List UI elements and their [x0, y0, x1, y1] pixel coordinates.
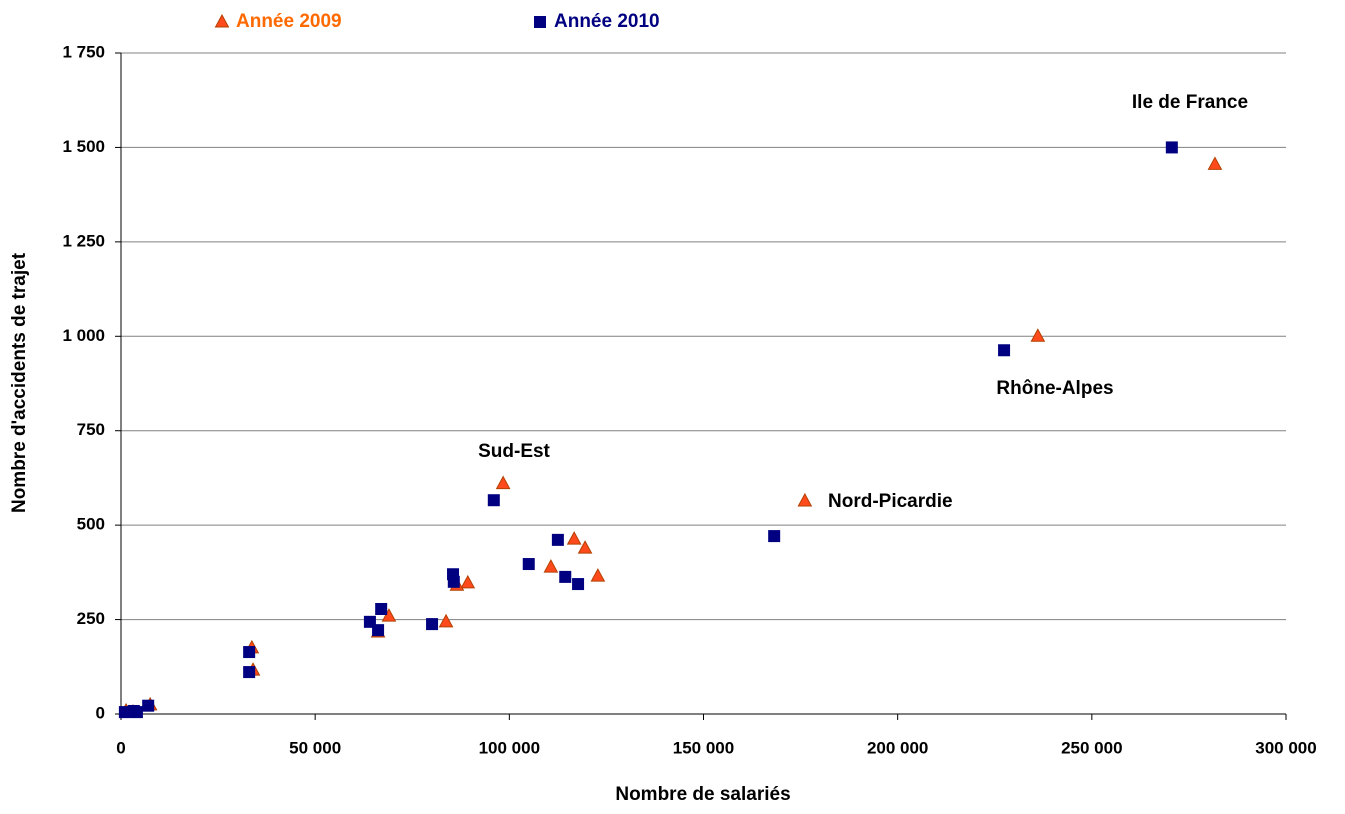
- square-marker: [572, 578, 585, 591]
- y-tick-label: 1 750: [62, 42, 105, 61]
- triangle-marker: [566, 531, 582, 545]
- y-tick-label: 750: [77, 420, 105, 439]
- square-marker: [1165, 141, 1178, 154]
- square-marker: [243, 666, 256, 679]
- square-marker: [243, 646, 256, 659]
- triangle-marker: [797, 492, 813, 507]
- triangle-marker: [590, 568, 606, 582]
- triangle-marker: [543, 559, 559, 573]
- triangle-marker: [577, 540, 593, 554]
- x-tick-label: 200 000: [867, 738, 928, 757]
- x-tick-label: 50 000: [289, 738, 341, 757]
- x-tick-label: 0: [116, 738, 125, 757]
- square-marker: [118, 706, 131, 719]
- square-marker: [426, 618, 439, 631]
- square-marker: [130, 706, 143, 719]
- y-axis-title: Nombre d'accidents de trajet: [9, 252, 30, 513]
- triangle-marker: [381, 608, 397, 622]
- legend-marker: [214, 13, 230, 28]
- x-tick-label: 100 000: [479, 738, 540, 757]
- square-marker: [998, 344, 1011, 357]
- legend-marker: [534, 16, 546, 28]
- y-tick-label: 250: [77, 609, 105, 628]
- x-tick-label: 150 000: [673, 738, 734, 757]
- square-marker: [372, 624, 385, 637]
- y-tick-label: 500: [77, 515, 105, 534]
- y-tick-label: 1 000: [62, 326, 105, 345]
- square-marker: [142, 699, 155, 712]
- y-tick-label: 1 250: [62, 231, 105, 250]
- square-marker: [487, 494, 500, 507]
- square-marker: [522, 558, 535, 571]
- x-axis-title: Nombre de salariés: [615, 784, 790, 805]
- annotation: Sud-Est: [478, 441, 550, 462]
- annotation: Nord-Picardie: [828, 491, 953, 512]
- triangle-marker: [438, 613, 454, 628]
- x-tick-label: 300 000: [1255, 738, 1316, 757]
- triangle-marker: [495, 475, 511, 490]
- square-marker: [551, 533, 564, 546]
- annotation: Rhône-Alpes: [996, 378, 1113, 399]
- triangle-marker: [1207, 156, 1223, 170]
- legend-label: Année 2009: [236, 11, 342, 32]
- y-tick-label: 1 500: [62, 137, 105, 156]
- square-marker: [375, 602, 388, 615]
- square-marker: [559, 570, 572, 583]
- legend-label: Année 2010: [554, 11, 660, 32]
- square-marker: [447, 575, 460, 588]
- triangle-marker: [1030, 328, 1046, 342]
- y-tick-label: 0: [96, 703, 105, 722]
- annotation: Ile de France: [1132, 92, 1248, 113]
- square-marker: [768, 530, 781, 543]
- x-tick-label: 250 000: [1061, 738, 1122, 757]
- triangle-marker: [460, 574, 476, 589]
